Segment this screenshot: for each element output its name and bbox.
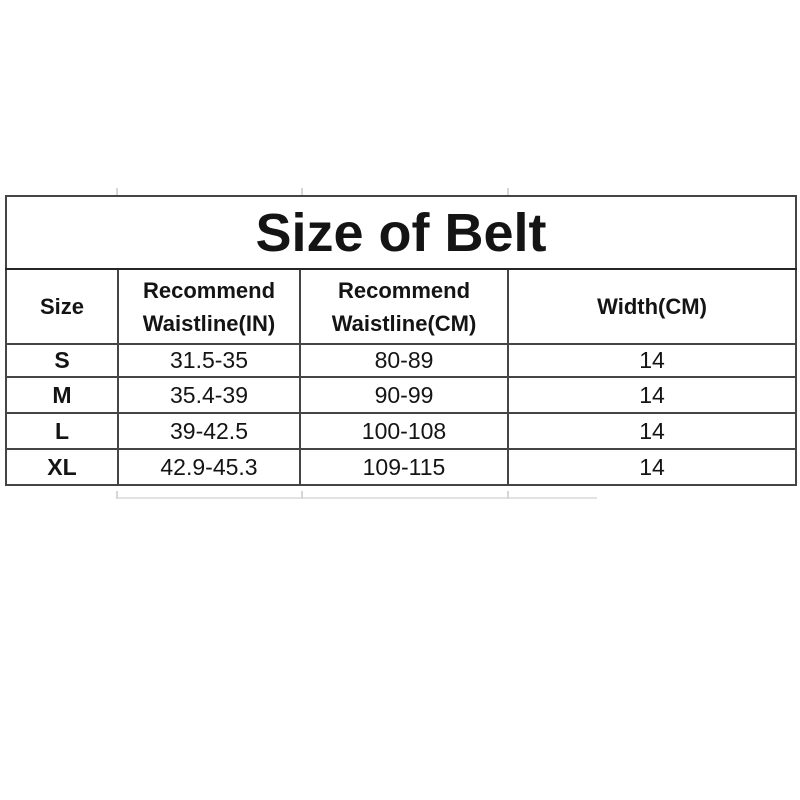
waistline-cm-cell: 90-99 [299, 376, 509, 414]
column-header-waistline-cm: Recommend Waistline(CM) [299, 268, 509, 345]
scan-artifact-tick [507, 188, 509, 195]
width-cm-cell: 14 [506, 376, 798, 414]
table-row-s: S 31.5-35 80-89 14 [5, 343, 798, 378]
waistline-in-cell: 42.9-45.3 [117, 448, 301, 486]
size-cell: L [5, 412, 119, 450]
waistline-in-cell: 39-42.5 [117, 412, 301, 450]
table-row-l: L 39-42.5 100-108 14 [5, 412, 798, 450]
size-cell: S [5, 343, 119, 378]
width-cm-cell: 14 [506, 412, 798, 450]
waistline-cm-cell: 100-108 [299, 412, 509, 450]
waistline-cm-cell: 80-89 [299, 343, 509, 378]
scan-artifact-tick [116, 491, 118, 499]
belt-size-chart-table: Size of Belt Size Recommend Waistline(IN… [4, 195, 798, 486]
table-row-m: M 35.4-39 90-99 14 [5, 376, 798, 414]
width-cm-cell: 14 [506, 448, 798, 486]
table-header-row: Size Recommend Waistline(IN) Recommend W… [5, 268, 798, 345]
scan-artifact-tick [301, 491, 303, 499]
waistline-in-cell: 31.5-35 [117, 343, 301, 378]
column-header-size: Size [5, 268, 119, 345]
scan-artifact-line [117, 497, 597, 499]
table-title-row: Size of Belt [4, 195, 798, 270]
column-header-width-cm: Width(CM) [506, 268, 798, 345]
waistline-cm-cell: 109-115 [299, 448, 509, 486]
scan-artifact-tick [116, 188, 118, 195]
table-title: Size of Belt [4, 195, 798, 270]
column-header-waistline-in: Recommend Waistline(IN) [117, 268, 301, 345]
size-cell: M [5, 376, 119, 414]
width-cm-cell: 14 [506, 343, 798, 378]
waistline-in-cell: 35.4-39 [117, 376, 301, 414]
scan-artifact-tick [507, 491, 509, 499]
scan-artifact-tick [301, 188, 303, 195]
table-row-xl: XL 42.9-45.3 109-115 14 [5, 448, 798, 486]
size-cell: XL [5, 448, 119, 486]
